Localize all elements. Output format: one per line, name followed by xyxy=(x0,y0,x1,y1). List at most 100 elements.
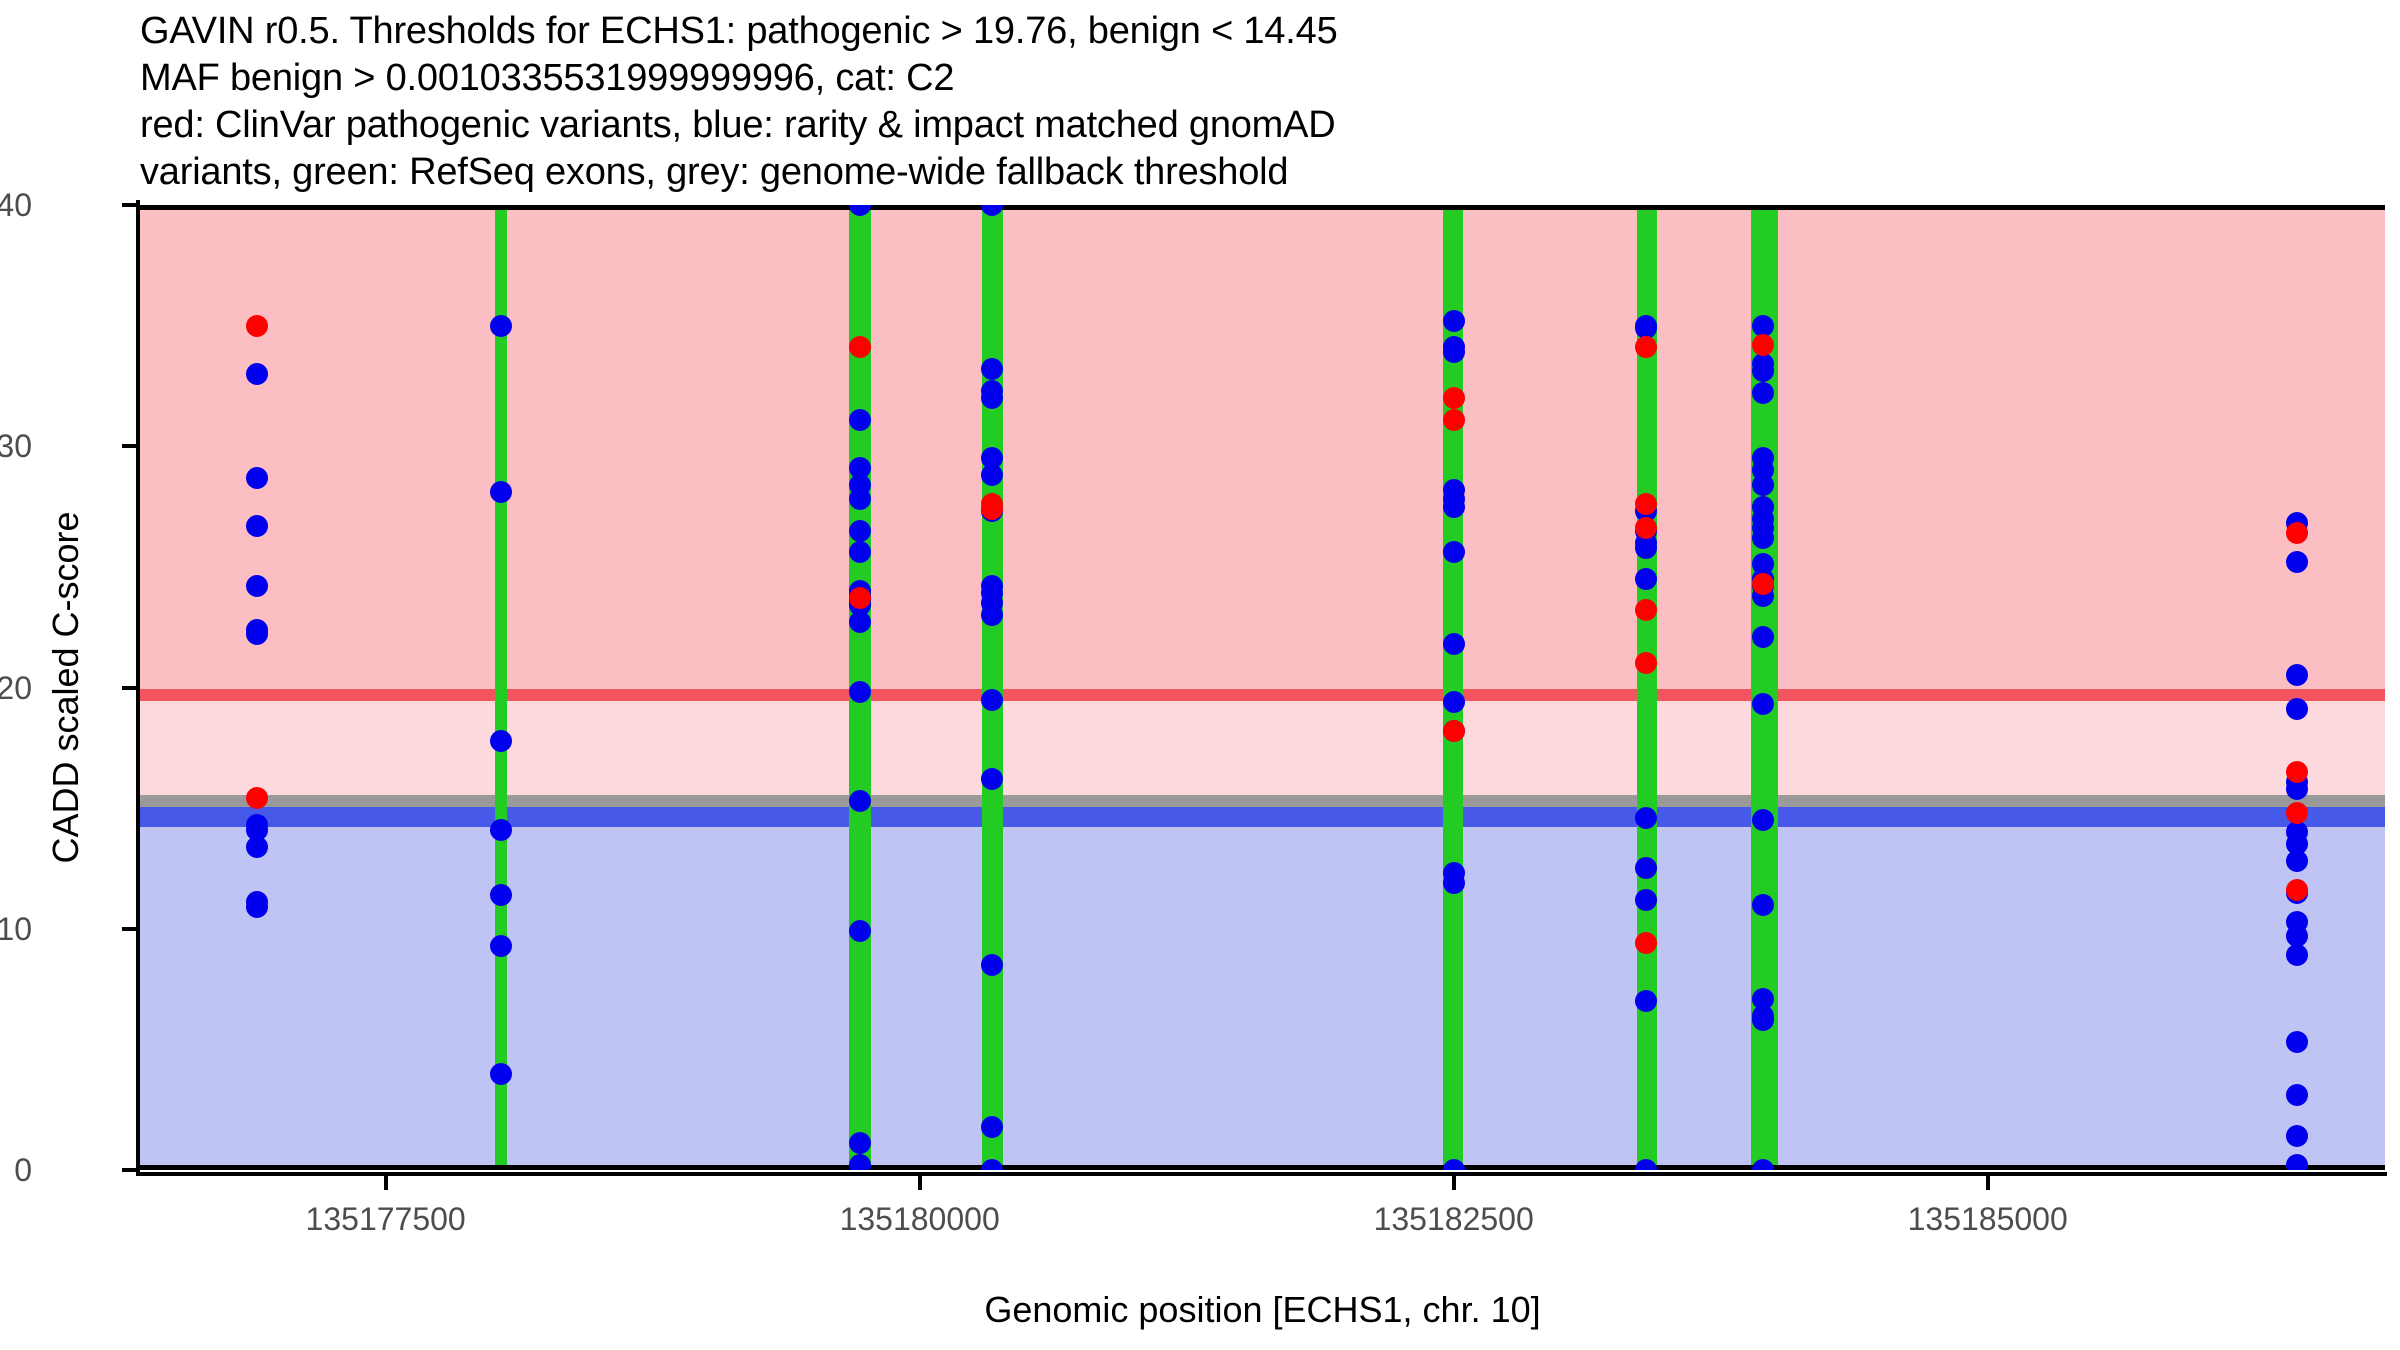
gnomad-variant-point xyxy=(2286,777,2309,800)
gnomad-variant-point xyxy=(1634,806,1657,829)
x-axis-line xyxy=(136,1172,2387,1176)
pathogenic-variant-point xyxy=(1442,387,1465,409)
gnomad-variant-point xyxy=(2286,1154,2309,1170)
gnomad-variant-point xyxy=(489,314,512,337)
gnomad-variant-point xyxy=(1634,857,1657,880)
gnomad-variant-point xyxy=(1634,317,1657,340)
pathogenic-variant-point xyxy=(1442,408,1465,431)
gnomad-variant-point xyxy=(2286,698,2309,721)
pathogenic-variant-point xyxy=(1752,333,1775,356)
gnomad-variant-point xyxy=(981,205,1004,216)
pathogenic-variant-point xyxy=(1634,493,1657,516)
gnomad-variant-point xyxy=(1634,888,1657,911)
gnomad-variant-point xyxy=(489,883,512,906)
gnomad-variant-point xyxy=(1752,809,1775,832)
gnomad-variant-point xyxy=(1752,382,1775,405)
y-axis-line xyxy=(136,200,140,1175)
y-tick-mark xyxy=(122,444,136,449)
gnomad-variant-point xyxy=(1442,633,1465,656)
x-tick-mark xyxy=(1451,1176,1456,1190)
pathogenic-variant-point xyxy=(1752,572,1775,595)
gnomad-variant-point xyxy=(489,481,512,504)
pathogenic-variant-point xyxy=(2286,879,2309,902)
gnomad-variant-point xyxy=(1634,1159,1657,1170)
y-tick-mark xyxy=(122,203,136,207)
gnomad-variant-point xyxy=(1442,495,1465,518)
gnomad-variant-point xyxy=(848,789,871,812)
gnomad-variant-point xyxy=(981,953,1004,976)
gnomad-variant-point xyxy=(1752,360,1775,383)
gnomad-variant-point xyxy=(1442,309,1465,332)
x-axis-title: Genomic position [ECHS1, chr. 10] xyxy=(984,1289,1541,1330)
title-line-3: red: ClinVar pathogenic variants, blue: … xyxy=(140,104,1336,146)
gnomad-variant-point xyxy=(1442,1159,1465,1170)
pathogenic-variant-point xyxy=(2286,760,2309,783)
x-tick-label: 135185000 xyxy=(1907,1201,2068,1237)
x-tick-mark xyxy=(383,1176,388,1190)
gnomad-variant-point xyxy=(246,514,269,537)
gnomad-variant-point xyxy=(848,205,871,216)
y-tick-label: 40 xyxy=(0,187,32,223)
gnomad-variant-point xyxy=(2286,664,2309,687)
gnomad-variant-point xyxy=(1752,1009,1775,1032)
gnomad-variant-point xyxy=(981,1115,1004,1138)
gnomad-variant-point xyxy=(1752,314,1775,337)
pathogenic-variant-point xyxy=(1634,652,1657,675)
x-tick-label: 135182500 xyxy=(1373,1201,1534,1237)
pathogenic-band xyxy=(140,205,2385,689)
gnomad-variant-point xyxy=(1442,871,1465,894)
gnomad-variant-point xyxy=(489,934,512,957)
gnomad-variant-point xyxy=(848,408,871,431)
gnomad-variant-point xyxy=(2286,833,2309,856)
title-line-1: GAVIN r0.5. Thresholds for ECHS1: pathog… xyxy=(140,10,1338,52)
gnomad-variant-point xyxy=(246,896,269,919)
gnomad-variant-point xyxy=(848,611,871,634)
uncertain-band xyxy=(140,700,2385,795)
gnomad-variant-point xyxy=(246,362,269,385)
gnomad-variant-point xyxy=(2286,850,2309,873)
gnomad-variant-point xyxy=(246,818,269,841)
benign-line xyxy=(140,806,2385,828)
gnomad-variant-point xyxy=(246,466,269,489)
y-axis-title: CADD scaled C-score xyxy=(45,511,86,864)
pathogenic-variant-point xyxy=(848,336,871,359)
exon-bar xyxy=(1442,205,1464,1170)
gnomad-variant-point xyxy=(848,456,871,479)
gnomad-variant-point xyxy=(1752,625,1775,648)
pathogenic-variant-point xyxy=(246,314,269,337)
gnomad-variant-point xyxy=(981,464,1004,487)
gnomad-variant-point xyxy=(1752,526,1775,549)
gnomad-variant-point xyxy=(1634,567,1657,590)
x-tick-mark xyxy=(1985,1176,1990,1190)
pathogenic-variant-point xyxy=(1634,932,1657,955)
plot-area xyxy=(140,205,2385,1170)
gnomad-variant-point xyxy=(981,387,1004,409)
exon-bar xyxy=(1637,205,1657,1170)
exon-bar xyxy=(981,205,1003,1170)
pathogenic-variant-point xyxy=(246,787,269,810)
gnomad-variant-point xyxy=(2286,924,2309,947)
gnomad-variant-point xyxy=(1752,1159,1775,1170)
gnomad-variant-point xyxy=(981,447,1004,470)
pathogenic-line xyxy=(140,688,2385,701)
gnomad-variant-point xyxy=(848,519,871,542)
pathogenic-variant-point xyxy=(1634,336,1657,359)
gnomad-variant-point xyxy=(981,768,1004,791)
gnomad-variant-point xyxy=(246,575,269,598)
exon-bar xyxy=(494,205,508,1170)
gnomad-variant-point xyxy=(848,488,871,511)
y-tick-label: 20 xyxy=(0,669,32,706)
gnomad-variant-point xyxy=(848,681,871,704)
gnomad-variant-point xyxy=(981,1159,1004,1170)
fallback-line xyxy=(140,794,2385,807)
y-tick-mark xyxy=(122,1168,136,1172)
gnomad-variant-point xyxy=(1442,690,1465,713)
y-tick-mark xyxy=(122,685,136,690)
pathogenic-variant-point xyxy=(848,587,871,610)
gnomad-variant-point xyxy=(848,920,871,943)
gnomad-variant-point xyxy=(1634,990,1657,1013)
gnomad-variant-point xyxy=(848,1132,871,1155)
gnomad-variant-point xyxy=(2286,551,2309,574)
pathogenic-variant-point xyxy=(1442,719,1465,742)
